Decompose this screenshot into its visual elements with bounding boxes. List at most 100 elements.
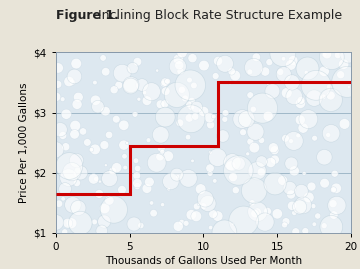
Point	[202, 197, 208, 201]
Point	[295, 133, 301, 138]
Point	[233, 188, 239, 192]
Point	[312, 136, 318, 140]
Point	[322, 181, 328, 185]
Point	[135, 60, 140, 64]
Point	[72, 74, 77, 79]
Point	[63, 145, 69, 149]
Point	[262, 220, 268, 224]
Point	[222, 117, 228, 122]
Point	[175, 57, 181, 62]
Point	[258, 138, 264, 143]
Point	[315, 214, 321, 218]
Point	[254, 169, 260, 173]
Point	[260, 106, 265, 110]
Point	[192, 115, 198, 119]
Point	[102, 220, 107, 224]
Point	[70, 203, 76, 207]
Point	[183, 221, 189, 225]
Point	[147, 180, 152, 184]
Point	[255, 210, 260, 214]
Point	[228, 164, 234, 168]
Point	[135, 181, 140, 185]
Point	[162, 80, 168, 84]
Point	[122, 154, 127, 158]
Point	[251, 65, 257, 70]
Point	[229, 69, 234, 73]
Point	[229, 160, 235, 165]
Point	[168, 179, 174, 183]
Point	[78, 171, 84, 175]
Point	[175, 224, 181, 228]
Point	[176, 63, 182, 68]
Point	[179, 220, 185, 225]
Point	[220, 134, 226, 138]
Point	[252, 211, 258, 216]
Point	[321, 69, 327, 73]
Point	[213, 74, 219, 78]
Point	[303, 70, 309, 75]
Point	[300, 203, 306, 207]
Point	[297, 205, 302, 209]
Point	[133, 158, 139, 163]
Point	[158, 133, 163, 137]
Point	[320, 95, 326, 99]
Point	[230, 175, 236, 179]
Point	[160, 203, 166, 207]
Point	[130, 66, 135, 70]
Point	[346, 52, 352, 56]
Point	[291, 94, 297, 98]
Point	[232, 73, 238, 78]
Point	[91, 177, 96, 181]
Point	[268, 160, 274, 165]
Point	[74, 102, 80, 107]
Point	[66, 164, 72, 168]
Point	[162, 102, 168, 106]
Point	[144, 98, 150, 103]
Point	[161, 82, 167, 86]
Point	[72, 132, 77, 136]
Point	[249, 201, 255, 205]
Point	[174, 93, 180, 97]
Point	[66, 79, 72, 84]
Point	[122, 165, 128, 170]
Point	[247, 70, 253, 74]
Point	[157, 155, 163, 159]
Point	[55, 82, 61, 87]
Point	[215, 59, 221, 63]
Point	[154, 161, 159, 165]
Point	[128, 84, 134, 88]
Point	[107, 198, 112, 203]
Point	[215, 214, 221, 218]
Point	[247, 93, 253, 97]
Point	[103, 109, 108, 113]
Point	[194, 105, 199, 109]
Point	[201, 204, 206, 208]
Point	[145, 138, 151, 142]
Point	[239, 117, 245, 121]
Point	[99, 229, 105, 233]
Point	[60, 97, 66, 101]
Point	[253, 130, 258, 134]
Point	[159, 150, 165, 154]
Point	[69, 169, 75, 174]
Point	[72, 123, 78, 128]
Point	[345, 80, 350, 84]
Point	[73, 61, 79, 66]
Point	[93, 177, 99, 181]
Point	[215, 155, 220, 160]
Point	[298, 98, 304, 102]
Point	[62, 187, 68, 191]
Point	[265, 82, 271, 86]
Point	[331, 213, 337, 217]
Point	[100, 56, 106, 60]
Point	[280, 178, 285, 183]
Point	[338, 73, 343, 77]
Point	[272, 157, 278, 162]
Point	[186, 102, 192, 107]
Point	[151, 211, 157, 215]
Point	[241, 219, 247, 223]
Point	[265, 209, 270, 214]
Point	[207, 166, 213, 170]
Point	[132, 112, 138, 116]
Point	[330, 188, 336, 192]
